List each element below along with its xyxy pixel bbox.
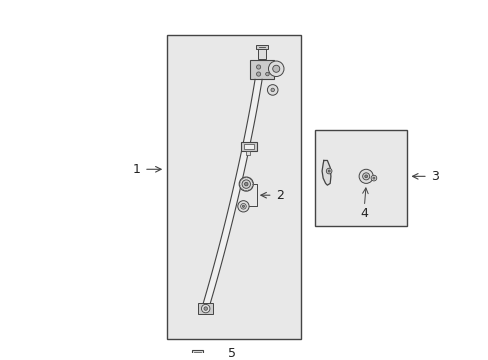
Circle shape bbox=[364, 175, 367, 178]
Circle shape bbox=[268, 61, 284, 77]
Circle shape bbox=[201, 304, 209, 313]
Circle shape bbox=[203, 307, 207, 310]
Circle shape bbox=[362, 173, 369, 180]
Bar bbox=[256, 45, 267, 49]
Circle shape bbox=[240, 203, 246, 209]
Circle shape bbox=[358, 169, 372, 183]
Circle shape bbox=[325, 168, 331, 174]
Bar bbox=[194, 352, 201, 360]
Text: 2: 2 bbox=[276, 189, 284, 202]
Circle shape bbox=[370, 175, 376, 181]
Bar bbox=[257, 49, 266, 59]
Circle shape bbox=[256, 65, 260, 69]
Text: 5: 5 bbox=[227, 347, 235, 360]
Polygon shape bbox=[202, 79, 262, 307]
Circle shape bbox=[242, 180, 250, 188]
Circle shape bbox=[242, 205, 244, 207]
Circle shape bbox=[256, 72, 260, 76]
Bar bbox=[191, 350, 203, 360]
Polygon shape bbox=[322, 161, 330, 185]
Text: 1: 1 bbox=[132, 163, 140, 176]
Text: 4: 4 bbox=[360, 207, 367, 220]
Circle shape bbox=[265, 72, 268, 76]
Bar bbox=[240, 142, 256, 151]
Circle shape bbox=[372, 177, 374, 179]
Circle shape bbox=[239, 177, 253, 191]
Text: 3: 3 bbox=[430, 170, 438, 183]
Bar bbox=[249, 60, 274, 79]
Circle shape bbox=[237, 201, 248, 212]
Circle shape bbox=[267, 85, 278, 95]
Bar bbox=[244, 144, 253, 149]
Circle shape bbox=[327, 170, 329, 172]
Bar bbox=[166, 35, 300, 338]
Bar bbox=[314, 130, 406, 226]
Bar bbox=[198, 303, 213, 314]
Circle shape bbox=[244, 182, 247, 186]
Bar bbox=[245, 151, 249, 155]
Circle shape bbox=[272, 65, 279, 72]
Circle shape bbox=[270, 88, 274, 92]
